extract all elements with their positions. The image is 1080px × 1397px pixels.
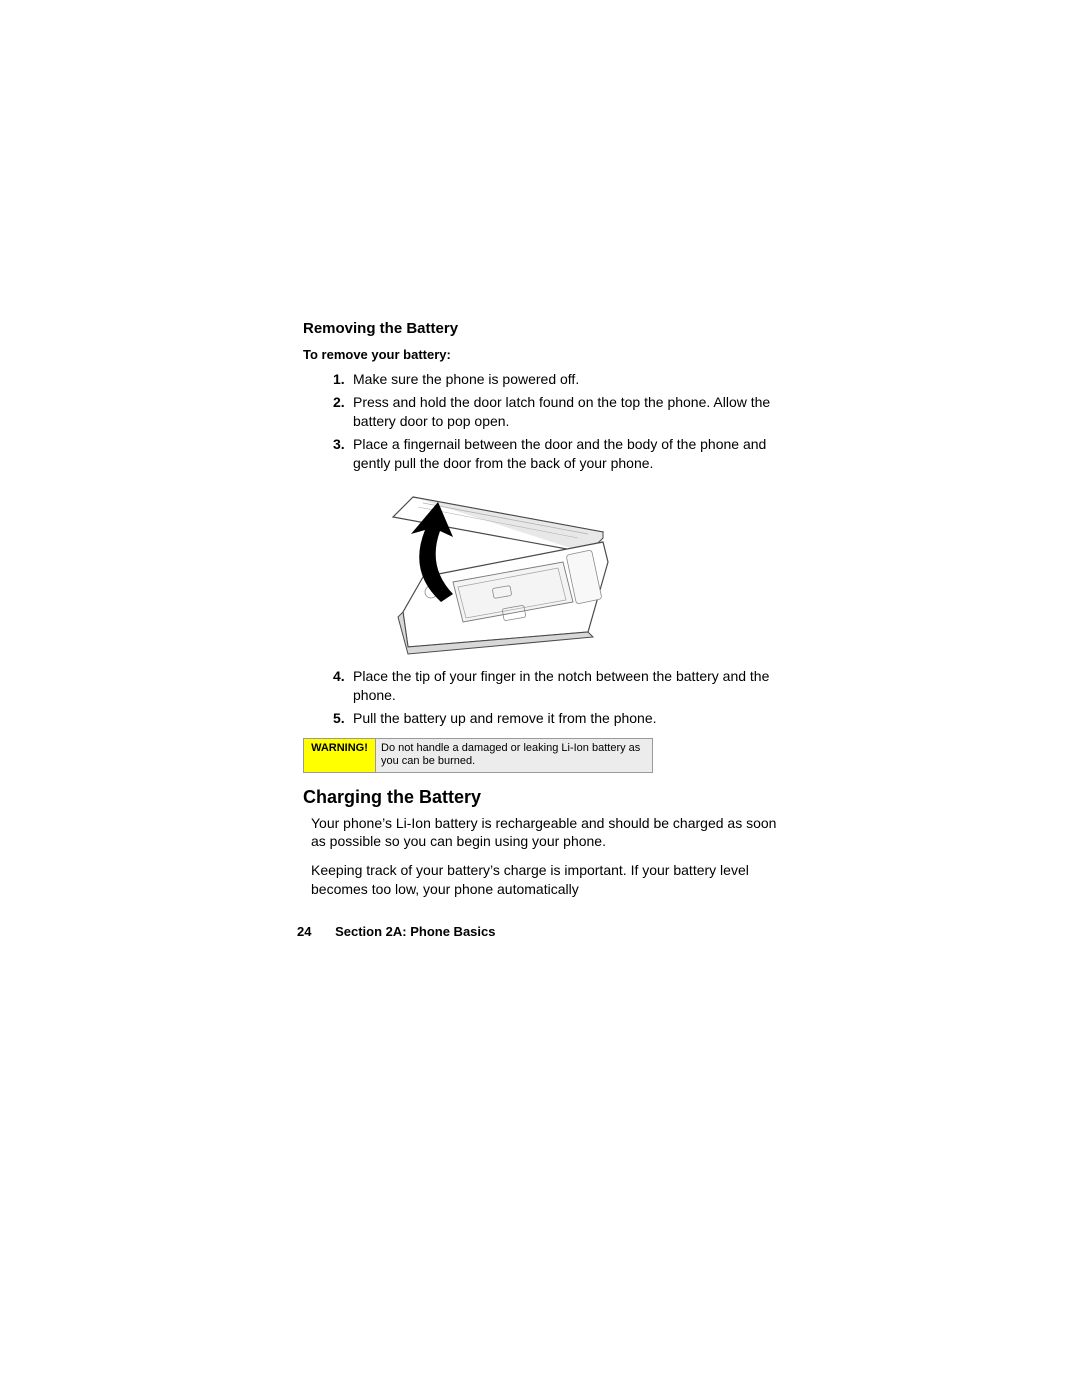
step-4: 4.Place the tip of your finger in the no… [333, 667, 783, 705]
page-footer: 24 Section 2A: Phone Basics [297, 924, 495, 939]
steps-list-b: 4.Place the tip of your finger in the no… [333, 667, 783, 728]
charge-paragraph-1: Your phone’s Li-Ion battery is rechargea… [311, 814, 783, 852]
step-text: Place a fingernail between the door and … [353, 436, 766, 471]
step-3: 3.Place a fingernail between the door an… [333, 435, 783, 473]
step-text: Make sure the phone is powered off. [353, 371, 579, 387]
charging-battery-heading: Charging the Battery [303, 787, 783, 808]
warning-text: Do not handle a damaged or leaking Li-Io… [376, 739, 653, 772]
charge-paragraph-2: Keeping track of your battery’s charge i… [311, 861, 783, 899]
remove-intro: To remove your battery: [303, 347, 783, 362]
section-label: Section 2A: Phone Basics [335, 924, 495, 939]
battery-removal-illustration [353, 482, 613, 657]
step-text: Press and hold the door latch found on t… [353, 394, 770, 429]
warning-label: WARNING! [304, 739, 376, 772]
step-1: 1.Make sure the phone is powered off. [333, 370, 783, 389]
page-number: 24 [297, 924, 311, 939]
step-text: Place the tip of your finger in the notc… [353, 668, 769, 703]
warning-box: WARNING! Do not handle a damaged or leak… [303, 738, 653, 772]
step-5: 5.Pull the battery up and remove it from… [333, 709, 783, 728]
step-text: Pull the battery up and remove it from t… [353, 710, 657, 726]
steps-list-a: 1.Make sure the phone is powered off. 2.… [333, 370, 783, 472]
step-2: 2.Press and hold the door latch found on… [333, 393, 783, 431]
document-page: Removing the Battery To remove your batt… [303, 320, 783, 909]
removing-battery-heading: Removing the Battery [303, 320, 783, 337]
